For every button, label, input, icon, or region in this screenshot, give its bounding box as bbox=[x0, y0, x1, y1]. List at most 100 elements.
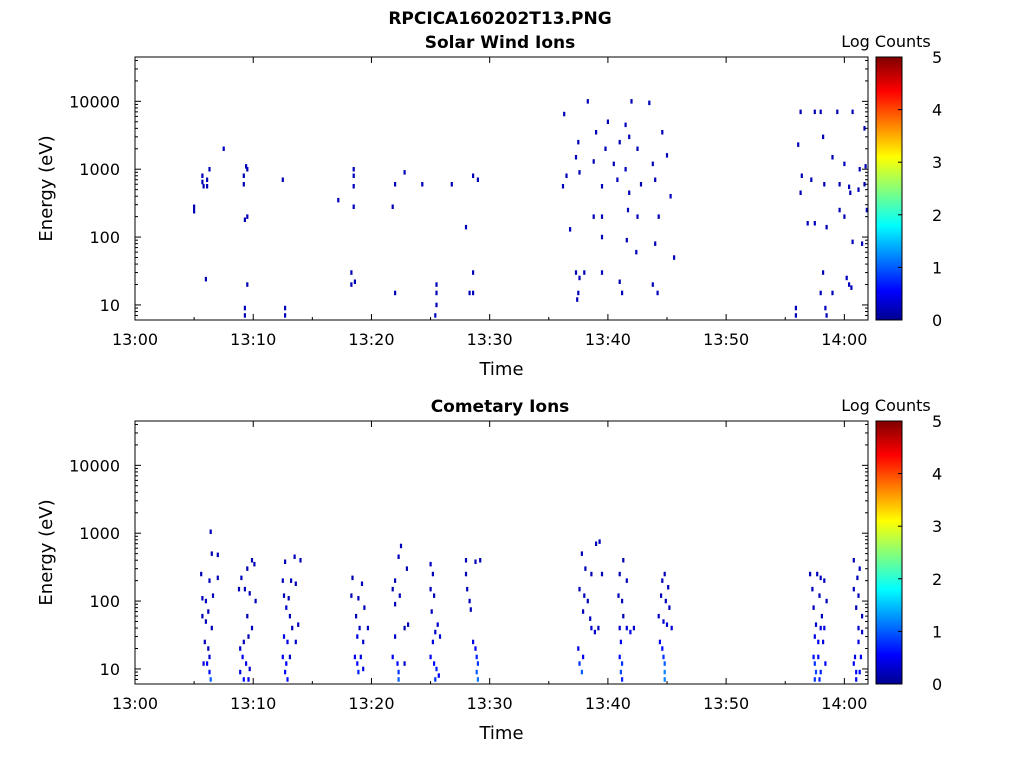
data-cell bbox=[391, 654, 394, 660]
data-cell bbox=[352, 204, 355, 209]
data-cell bbox=[654, 241, 657, 246]
data-cell bbox=[621, 677, 624, 682]
data-cell bbox=[657, 613, 660, 619]
data-cell bbox=[237, 586, 241, 592]
data-cell bbox=[813, 677, 816, 682]
data-cell bbox=[600, 270, 604, 275]
data-cell bbox=[851, 109, 854, 115]
x-tick-label: 14:00 bbox=[821, 694, 867, 713]
data-cell bbox=[569, 227, 572, 232]
data-cell bbox=[848, 282, 851, 287]
data-cell bbox=[663, 669, 666, 675]
x-tick-label: 13:10 bbox=[230, 694, 276, 713]
x-tick-label: 13:50 bbox=[703, 694, 749, 713]
data-cell bbox=[475, 654, 478, 660]
data-cell bbox=[434, 629, 437, 635]
spectrogram-marks bbox=[200, 529, 864, 682]
data-cell bbox=[604, 146, 607, 151]
data-cell bbox=[246, 613, 249, 619]
data-cell bbox=[397, 677, 400, 682]
x-tick-label: 13:30 bbox=[467, 694, 513, 713]
colorbar-tick-label: 1 bbox=[932, 622, 942, 641]
data-cell bbox=[799, 109, 802, 115]
data-cell bbox=[582, 609, 585, 614]
data-cell bbox=[845, 275, 848, 281]
y-tick-label: 10000 bbox=[69, 92, 120, 111]
colorbar-tick-label: 0 bbox=[932, 675, 942, 694]
data-cell bbox=[193, 204, 196, 209]
data-cell bbox=[825, 313, 828, 318]
data-cell bbox=[822, 270, 825, 275]
data-cell bbox=[464, 224, 468, 230]
colorbar-ticks: 0 1 2 3 4 5 bbox=[898, 412, 942, 694]
data-cell bbox=[577, 139, 580, 145]
data-cell bbox=[861, 629, 864, 635]
data-cell bbox=[358, 625, 361, 631]
data-cell bbox=[663, 661, 666, 666]
x-axis-label: Time bbox=[478, 723, 523, 744]
data-cell bbox=[600, 184, 604, 189]
data-cell bbox=[337, 197, 340, 203]
data-cell bbox=[865, 207, 868, 213]
data-cell bbox=[287, 596, 290, 601]
colorbar-tick-label: 0 bbox=[932, 311, 942, 330]
data-cell bbox=[586, 598, 589, 604]
data-cell bbox=[831, 290, 834, 296]
plot-frame bbox=[134, 420, 869, 685]
data-cell bbox=[210, 551, 213, 556]
data-cell bbox=[353, 279, 356, 284]
colorbar-tick-label: 3 bbox=[932, 517, 942, 536]
data-cell bbox=[843, 214, 846, 219]
data-cell bbox=[811, 586, 814, 592]
data-cell bbox=[853, 654, 857, 660]
data-cell bbox=[476, 177, 479, 182]
data-cell bbox=[819, 109, 822, 115]
data-cell bbox=[657, 214, 660, 219]
data-cell bbox=[245, 661, 248, 666]
data-cell bbox=[472, 173, 475, 178]
data-cell bbox=[204, 619, 207, 624]
data-cell bbox=[855, 669, 858, 675]
data-cell bbox=[582, 654, 585, 660]
data-cell bbox=[661, 646, 664, 651]
data-cell bbox=[435, 282, 438, 287]
data-cell bbox=[437, 673, 440, 678]
data-cell bbox=[201, 173, 204, 178]
data-cell bbox=[578, 275, 581, 281]
data-cell bbox=[592, 159, 595, 164]
data-cell bbox=[284, 305, 287, 311]
data-cell bbox=[299, 558, 302, 563]
data-cell bbox=[673, 255, 676, 260]
data-cell bbox=[816, 571, 819, 577]
figure-title: RPCICA160202T13.PNG bbox=[388, 9, 611, 29]
data-cell bbox=[429, 654, 432, 660]
data-cell bbox=[243, 217, 246, 222]
data-cell bbox=[421, 182, 424, 187]
data-cell bbox=[246, 282, 249, 287]
data-cell bbox=[639, 182, 643, 187]
data-cell bbox=[584, 566, 587, 571]
data-cell bbox=[288, 654, 291, 660]
data-cell bbox=[819, 625, 822, 631]
data-cell bbox=[281, 654, 284, 660]
data-cell bbox=[577, 290, 580, 296]
colorbar-tick-label: 3 bbox=[932, 153, 942, 172]
data-cell bbox=[669, 194, 672, 199]
data-cell bbox=[577, 646, 580, 651]
data-cell bbox=[824, 661, 827, 666]
data-cell bbox=[474, 559, 477, 564]
data-cell bbox=[819, 575, 822, 581]
data-cell bbox=[479, 558, 482, 563]
data-cell bbox=[806, 221, 809, 226]
data-cell bbox=[246, 566, 249, 571]
data-cell bbox=[819, 669, 822, 675]
data-cell bbox=[394, 601, 397, 607]
data-cell bbox=[814, 622, 818, 627]
data-cell bbox=[433, 661, 436, 666]
data-cell bbox=[360, 581, 364, 586]
data-cell bbox=[590, 571, 593, 577]
x-tick-label: 13:00 bbox=[112, 694, 158, 713]
data-cell bbox=[817, 639, 820, 645]
colorbar-tick-label: 2 bbox=[932, 206, 942, 225]
